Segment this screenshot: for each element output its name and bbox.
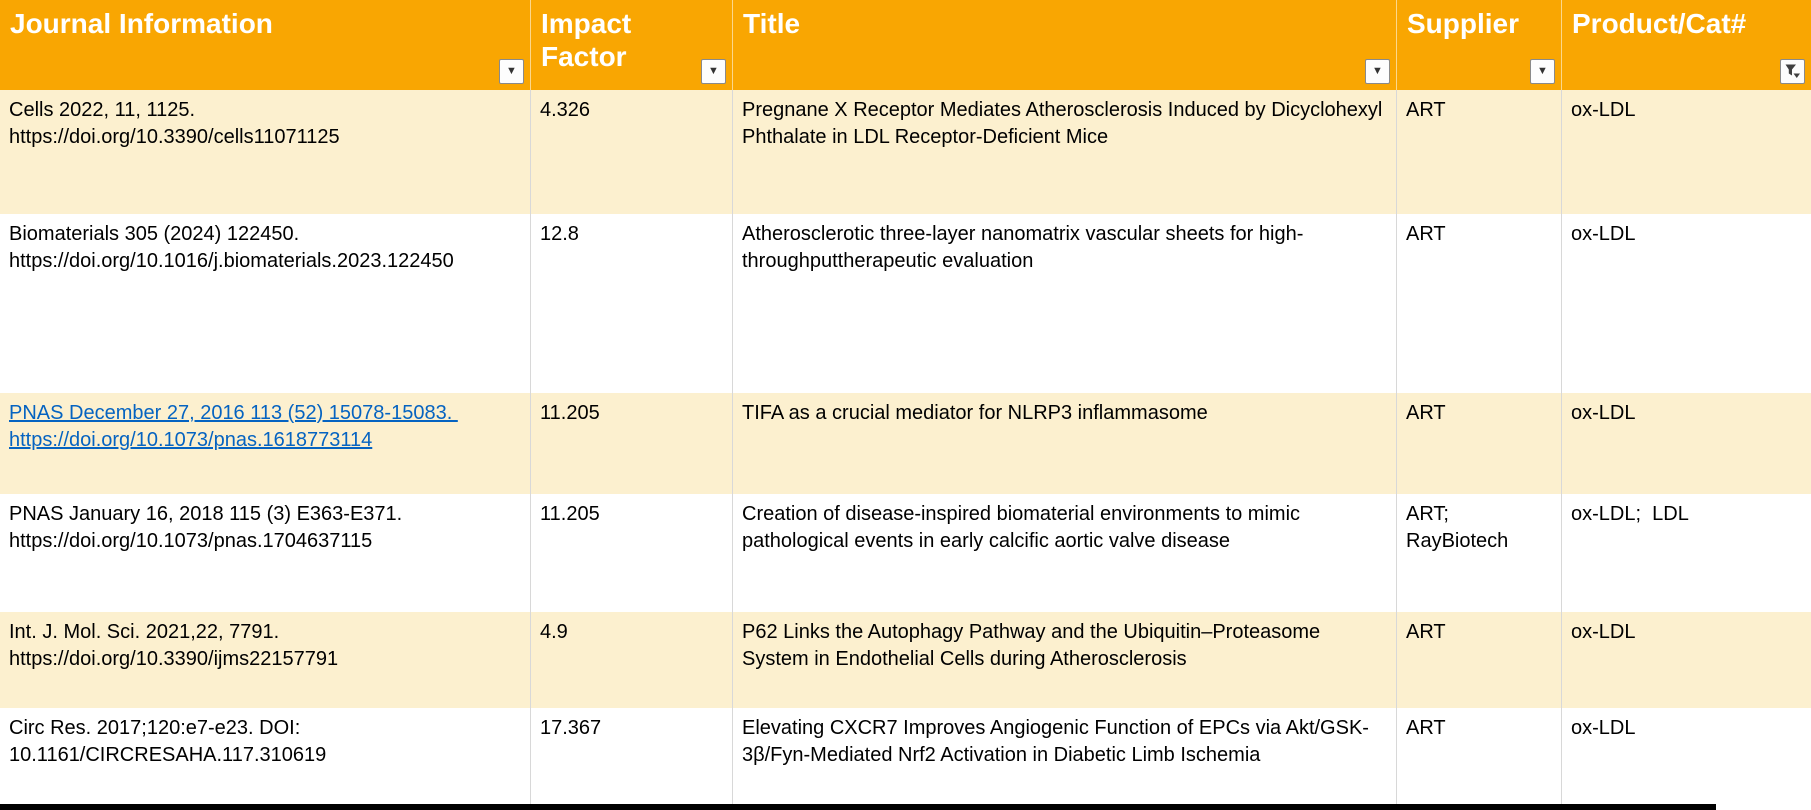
cell-supplier[interactable]: ART bbox=[1397, 393, 1562, 494]
column-header-product-cat[interactable]: Product/Cat# bbox=[1562, 0, 1811, 90]
column-header-label: Impact Factor bbox=[541, 8, 632, 73]
cell-product[interactable]: ox-LDL bbox=[1562, 90, 1811, 214]
column-header-label: Product/Cat# bbox=[1572, 8, 1747, 39]
cell-product[interactable]: ox-LDL bbox=[1562, 708, 1811, 809]
filter-dropdown-button[interactable]: ▼ bbox=[499, 59, 524, 84]
filter-dropdown-button[interactable]: ▼ bbox=[1365, 59, 1390, 84]
column-header-supplier[interactable]: Supplier ▼ bbox=[1397, 0, 1562, 90]
filter-funnel-icon bbox=[1785, 64, 1800, 78]
cell-supplier[interactable]: ART bbox=[1397, 708, 1562, 809]
column-header-title[interactable]: Title ▼ bbox=[733, 0, 1397, 90]
cell-impact-factor[interactable]: 12.8 bbox=[531, 214, 733, 393]
chevron-down-icon: ▼ bbox=[1372, 65, 1383, 77]
cell-title[interactable]: Creation of disease-inspired biomaterial… bbox=[733, 494, 1397, 612]
cell-supplier[interactable]: ART bbox=[1397, 214, 1562, 393]
cell-product[interactable]: ox-LDL bbox=[1562, 612, 1811, 708]
cell-journal-info-link[interactable]: PNAS December 27, 2016 113 (52) 15078-15… bbox=[0, 393, 531, 494]
cell-journal-info[interactable]: Int. J. Mol. Sci. 2021,22, 7791. https:/… bbox=[0, 612, 531, 708]
filter-dropdown-button[interactable]: ▼ bbox=[701, 59, 726, 84]
chevron-down-icon: ▼ bbox=[1537, 65, 1548, 77]
column-header-label: Supplier bbox=[1407, 8, 1520, 39]
cell-product[interactable]: ox-LDL; LDL bbox=[1562, 494, 1811, 612]
filter-dropdown-button[interactable]: ▼ bbox=[1530, 59, 1555, 84]
cell-impact-factor[interactable]: 4.326 bbox=[531, 90, 733, 214]
cell-title[interactable]: Elevating CXCR7 Improves Angiogenic Func… bbox=[733, 708, 1397, 809]
cell-impact-factor[interactable]: 11.205 bbox=[531, 494, 733, 612]
cell-product[interactable]: ox-LDL bbox=[1562, 214, 1811, 393]
next-row-top-border bbox=[0, 804, 1716, 810]
cell-title[interactable]: TIFA as a crucial mediator for NLRP3 inf… bbox=[733, 393, 1397, 494]
cell-journal-info[interactable]: PNAS January 16, 2018 115 (3) E363-E371.… bbox=[0, 494, 531, 612]
chevron-down-icon: ▼ bbox=[708, 65, 719, 77]
cell-journal-info[interactable]: Circ Res. 2017;120:e7-e23. DOI: 10.1161/… bbox=[0, 708, 531, 809]
column-header-label: Journal Information bbox=[10, 8, 273, 39]
column-header-label: Title bbox=[743, 8, 801, 39]
cell-journal-info[interactable]: Biomaterials 305 (2024) 122450. https://… bbox=[0, 214, 531, 393]
cell-journal-info[interactable]: Cells 2022, 11, 1125. https://doi.org/10… bbox=[0, 90, 531, 214]
chevron-down-icon: ▼ bbox=[506, 65, 517, 77]
cell-supplier[interactable]: ART; RayBiotech bbox=[1397, 494, 1562, 612]
cell-impact-factor[interactable]: 17.367 bbox=[531, 708, 733, 809]
cell-title[interactable]: P62 Links the Autophagy Pathway and the … bbox=[733, 612, 1397, 708]
cell-supplier[interactable]: ART bbox=[1397, 90, 1562, 214]
cell-product[interactable]: ox-LDL bbox=[1562, 393, 1811, 494]
cell-supplier[interactable]: ART bbox=[1397, 612, 1562, 708]
cell-title[interactable]: Atherosclerotic three-layer nanomatrix v… bbox=[733, 214, 1397, 393]
cell-impact-factor[interactable]: 11.205 bbox=[531, 393, 733, 494]
filter-funnel-button[interactable] bbox=[1780, 59, 1805, 84]
cell-title[interactable]: Pregnane X Receptor Mediates Atheroscler… bbox=[733, 90, 1397, 214]
cell-impact-factor[interactable]: 4.9 bbox=[531, 612, 733, 708]
column-header-journal-information[interactable]: Journal Information ▼ bbox=[0, 0, 531, 90]
column-header-impact-factor[interactable]: Impact Factor ▼ bbox=[531, 0, 733, 90]
